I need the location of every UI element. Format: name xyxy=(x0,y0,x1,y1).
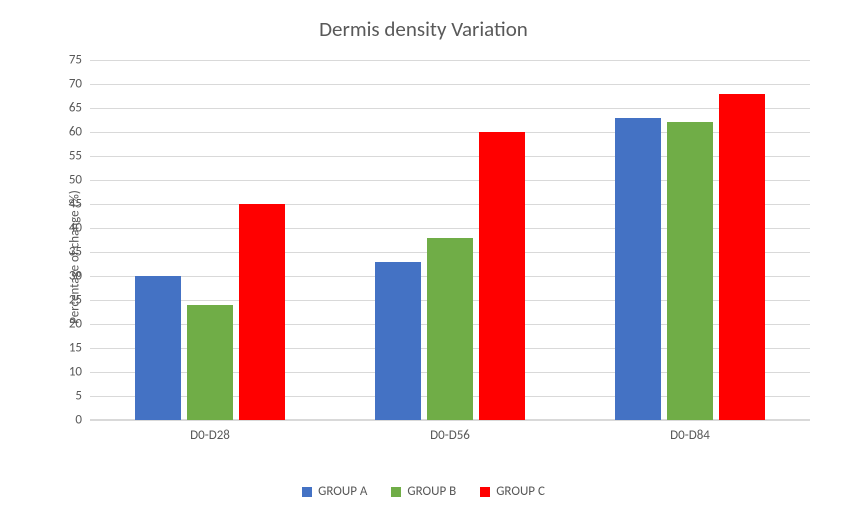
legend-swatch xyxy=(302,487,312,497)
y-tick-label: 75 xyxy=(69,53,90,68)
y-tick-label: 35 xyxy=(69,245,90,260)
gridline xyxy=(90,60,810,61)
bar-group-a xyxy=(615,118,661,420)
legend-item-group-a: GROUP A xyxy=(302,484,367,499)
bar-group-a xyxy=(375,262,421,420)
y-tick-label: 20 xyxy=(69,317,90,332)
bar-group-c xyxy=(719,94,765,420)
legend-swatch xyxy=(391,487,401,497)
legend-item-group-c: GROUP C xyxy=(480,484,545,499)
legend-label: GROUP C xyxy=(496,484,545,499)
bar-group-c xyxy=(239,204,285,420)
y-tick-label: 45 xyxy=(69,197,90,212)
y-tick-label: 5 xyxy=(75,389,90,404)
y-tick-label: 40 xyxy=(69,221,90,236)
plot-area: 051015202530354045505560657075D0-D28D0-D… xyxy=(90,60,810,420)
x-tick-label: D0-D56 xyxy=(430,420,470,443)
x-tick-label: D0-D84 xyxy=(670,420,710,443)
legend: GROUP A GROUP B GROUP C xyxy=(0,484,847,499)
x-tick-label: D0-D28 xyxy=(190,420,230,443)
legend-swatch xyxy=(480,487,490,497)
legend-label: GROUP B xyxy=(407,484,456,499)
bar-group-c xyxy=(479,132,525,420)
y-tick-label: 10 xyxy=(69,365,90,380)
legend-label: GROUP A xyxy=(318,484,367,499)
legend-item-group-b: GROUP B xyxy=(391,484,456,499)
y-tick-label: 25 xyxy=(69,293,90,308)
y-tick-label: 70 xyxy=(69,77,90,92)
bar-group-b xyxy=(427,238,473,420)
y-tick-label: 30 xyxy=(69,269,90,284)
y-tick-label: 65 xyxy=(69,101,90,116)
y-tick-label: 60 xyxy=(69,125,90,140)
chart-title: Dermis density Variation xyxy=(0,16,847,42)
gridline xyxy=(90,84,810,85)
bar-group-a xyxy=(135,276,181,420)
y-tick-label: 55 xyxy=(69,149,90,164)
bar-group-b xyxy=(187,305,233,420)
y-tick-label: 50 xyxy=(69,173,90,188)
gridline xyxy=(90,108,810,109)
y-tick-label: 0 xyxy=(75,413,90,428)
chart-container: Dermis density Variation Percentage of c… xyxy=(0,0,847,513)
y-tick-label: 15 xyxy=(69,341,90,356)
bar-group-b xyxy=(667,122,713,420)
